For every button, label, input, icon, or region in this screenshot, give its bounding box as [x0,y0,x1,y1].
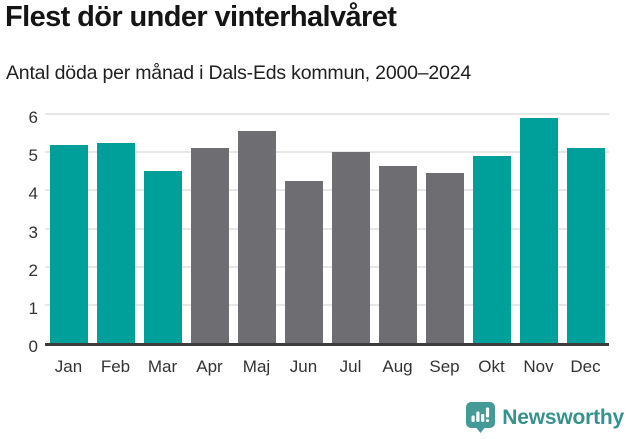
bar-sep [425,173,464,343]
bar-jan [49,144,88,343]
brand-footer: Newsworthy [466,402,624,434]
y-tick-1: 1 [28,298,38,318]
gridline-y6 [45,113,609,115]
gridline-y2 [45,265,609,268]
y-tick-5: 5 [28,146,38,166]
y-tick-3: 3 [28,222,38,242]
bar-feb [96,142,135,343]
brand-name: Newsworthy [502,406,624,429]
bar-apr [190,148,229,343]
x-tick-nov: Nov [523,357,554,376]
gridline-y4 [45,189,609,192]
bar-aug [378,165,417,343]
x-tick-mar: Mar [147,357,178,376]
newsworthy-logo-icon [466,402,496,433]
bar-jul [331,152,370,343]
bar-jun [284,180,323,343]
x-tick-dec: Dec [570,357,601,376]
x-tick-maj: Maj [242,357,271,376]
gridline-y1 [45,303,609,306]
y-tick-4: 4 [28,184,38,204]
chart-subtitle: Antal döda per månad i Dals-Eds kommun, … [6,62,471,84]
x-tick-jan: Jan [54,357,83,376]
x-tick-aug: Aug [382,357,413,376]
x-tick-okt: Okt [478,357,505,376]
bar-chart-plot-area [45,113,609,346]
x-tick-jul: Jul [339,357,362,376]
x-tick-sep: Sep [429,357,460,376]
gridline-y5 [45,151,609,154]
bar-dec [566,148,605,343]
bar-maj [237,131,276,343]
y-tick-2: 2 [28,260,38,280]
y-tick-6: 6 [28,108,38,127]
bar-okt [472,155,511,343]
y-tick-0: 0 [28,337,38,356]
gridline-y3 [45,227,609,230]
bar-nov [519,117,558,343]
chart-title: Flest dör under vinterhalvåret [5,1,397,33]
bar-mar [143,171,182,343]
x-tick-feb: Feb [100,357,131,376]
x-tick-jun: Jun [289,357,318,376]
x-tick-apr: Apr [196,357,223,376]
